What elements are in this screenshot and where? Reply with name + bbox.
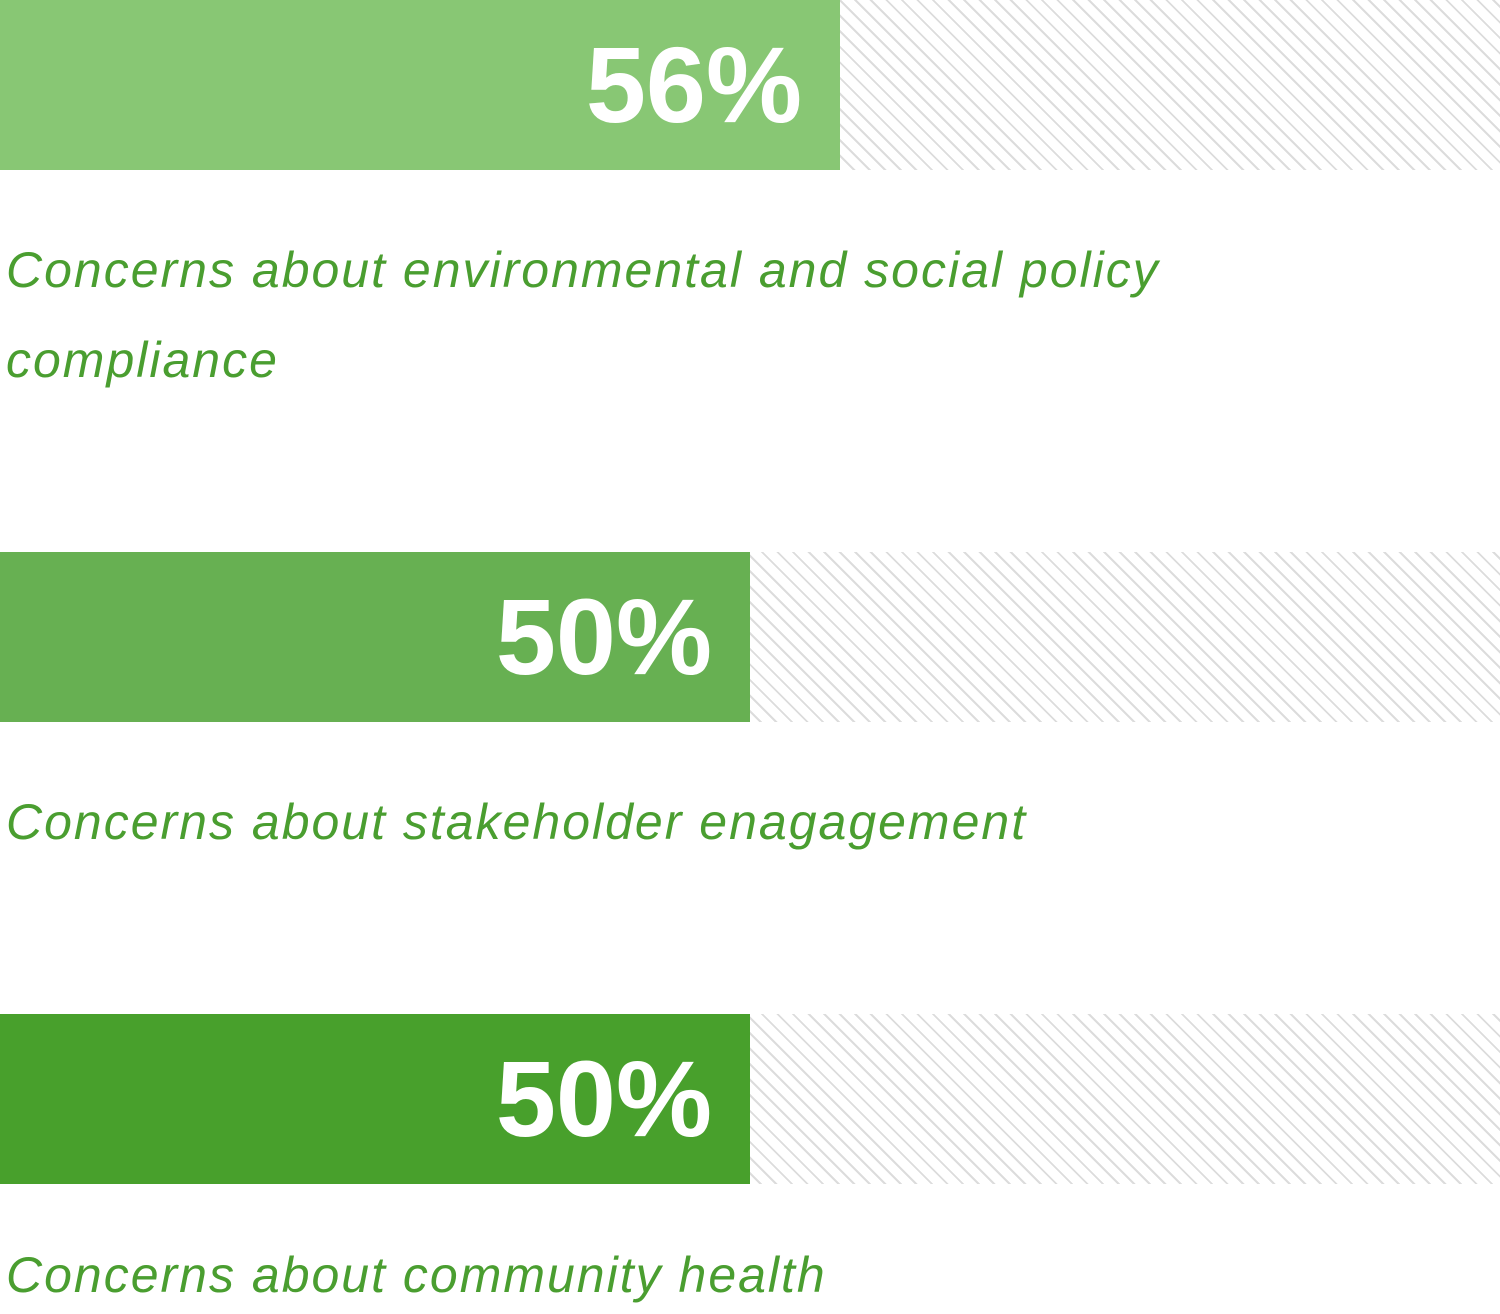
bar-track: 56% (0, 0, 1500, 170)
bar-track: 50% (0, 552, 1500, 722)
value-label: 50% (495, 1038, 712, 1159)
value-label: 56% (585, 24, 802, 145)
bar-track: 50% (0, 1014, 1500, 1184)
category-label: Concerns about stakeholder enagagement (6, 794, 1028, 850)
value-label: 50% (495, 576, 712, 697)
bar (0, 1014, 750, 1184)
bar (0, 552, 750, 722)
category-label: Concerns about environmental and social … (6, 242, 1160, 388)
bar (0, 0, 840, 170)
category-label: Concerns about community health (6, 1247, 827, 1303)
